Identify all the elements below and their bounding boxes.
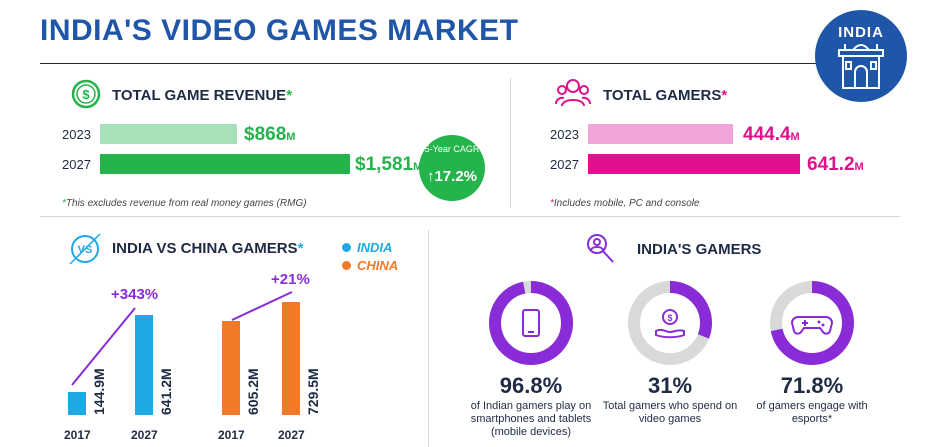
- gamepad-icon: [790, 316, 834, 335]
- legend-china-dot: [342, 261, 351, 270]
- dollar-circle-icon: $: [70, 78, 102, 115]
- smartphone-icon: [522, 309, 540, 337]
- revenue-note-text: This excludes revenue from real money ga…: [65, 198, 307, 209]
- china-growth-line: [231, 291, 293, 321]
- gamers-note: *Includes mobile, PC and console: [550, 198, 700, 209]
- cagr-value-text: 17.2%: [434, 168, 478, 185]
- revenue-value-2023-unit: M: [286, 131, 296, 143]
- money-hand-icon: $: [655, 309, 685, 339]
- gamers-bar-2023: [588, 124, 733, 144]
- gamers-value-2023-unit: M: [790, 131, 800, 143]
- middle-divider: [40, 216, 900, 217]
- page-title: INDIA'S VIDEO GAMES MARKET: [40, 14, 519, 47]
- gamers-bar-2027: [588, 154, 800, 174]
- legend-india: INDIA: [342, 240, 392, 255]
- legend-china-label: CHINA: [357, 258, 399, 273]
- india-growth-label: +343%: [111, 286, 159, 303]
- title-divider: [40, 63, 820, 64]
- revenue-value-2027-number: $1,581: [355, 154, 414, 175]
- comparison-title-star: *: [297, 240, 304, 257]
- versus-icon: VS: [66, 230, 104, 273]
- total-gamers-title-text: TOTAL GAMERS: [603, 87, 722, 104]
- indias-gamers-title: INDIA'S GAMERS: [637, 241, 762, 258]
- donut-arc-2: [628, 281, 712, 365]
- total-gamers-title-star: *: [721, 87, 728, 104]
- revenue-year-2027: 2027: [62, 157, 91, 172]
- top-divider: [510, 78, 511, 208]
- revenue-title-star: *: [286, 87, 293, 104]
- revenue-title-text: TOTAL GAME REVENUE: [112, 87, 287, 104]
- legend-china: CHINA: [342, 258, 398, 273]
- stat-pct-2: 31%: [647, 373, 693, 398]
- svg-text:VS: VS: [78, 244, 93, 256]
- stat-desc-2: Total gamers who spend on video games: [602, 400, 738, 425]
- svg-text:$: $: [667, 313, 672, 323]
- gamers-group-icon: [555, 76, 591, 115]
- revenue-value-2027-unit: M: [413, 161, 423, 173]
- revenue-value-2023-number: $868: [244, 124, 287, 145]
- gamers-note-star: *: [550, 198, 554, 209]
- gamers-year-2023: 2023: [550, 127, 579, 142]
- gamers-value-2023-number: 444.4: [743, 124, 791, 145]
- stat-pct-1: 96.8%: [499, 373, 563, 398]
- up-arrow-icon: ↑: [426, 168, 435, 185]
- comparison-title: INDIA VS CHINA GAMERS*: [112, 240, 303, 257]
- stat-desc-1: of Indian gamers play on smartphones and…: [470, 400, 592, 438]
- revenue-year-2023: 2023: [62, 127, 91, 142]
- donut-arc-1: [489, 281, 573, 365]
- legend-india-dot: [342, 243, 351, 252]
- comparison-title-text: INDIA VS CHINA GAMERS: [112, 240, 298, 257]
- revenue-title: TOTAL GAME REVENUE*: [112, 87, 292, 104]
- stat-pct-3: 71.8%: [780, 373, 844, 398]
- badge-label: INDIA: [838, 24, 884, 41]
- gamers-value-2027-number: 641.2: [807, 154, 855, 175]
- cagr-label: 5-Year CAGR: [424, 144, 480, 154]
- india-badge: INDIA: [815, 10, 907, 102]
- gamers-value-2023: 444.4M: [743, 124, 800, 146]
- svg-text:$: $: [82, 87, 90, 102]
- gamers-year-2027: 2027: [550, 157, 579, 172]
- gamers-value-2027-unit: M: [854, 161, 864, 173]
- gamers-value-2027: 641.2M: [807, 154, 864, 176]
- revenue-value-2027: $1,581M: [355, 154, 422, 176]
- cagr-badge: 5-Year CAGR ↑17.2%: [419, 135, 485, 201]
- gamers-note-text: Includes mobile, PC and console: [553, 198, 700, 209]
- revenue-bar-2023: [100, 124, 237, 144]
- revenue-bar-2027: [100, 154, 350, 174]
- revenue-note-star: *: [62, 198, 66, 209]
- bottom-divider: [428, 230, 429, 447]
- legend-india-label: INDIA: [357, 240, 393, 255]
- revenue-note: *This excludes revenue from real money g…: [62, 198, 307, 209]
- india-growth-line: [71, 307, 136, 386]
- revenue-value-2023: $868M: [244, 124, 295, 146]
- cagr-value: ↑17.2%: [419, 168, 485, 185]
- gamers-search-icon: [583, 230, 619, 271]
- stat-desc-3: of gamers engage with esports*: [756, 400, 868, 425]
- total-gamers-title: TOTAL GAMERS*: [603, 87, 727, 104]
- gateway-of-india-icon: [838, 44, 884, 89]
- donut-arc-3: [770, 281, 854, 365]
- china-growth-label: +21%: [271, 271, 310, 288]
